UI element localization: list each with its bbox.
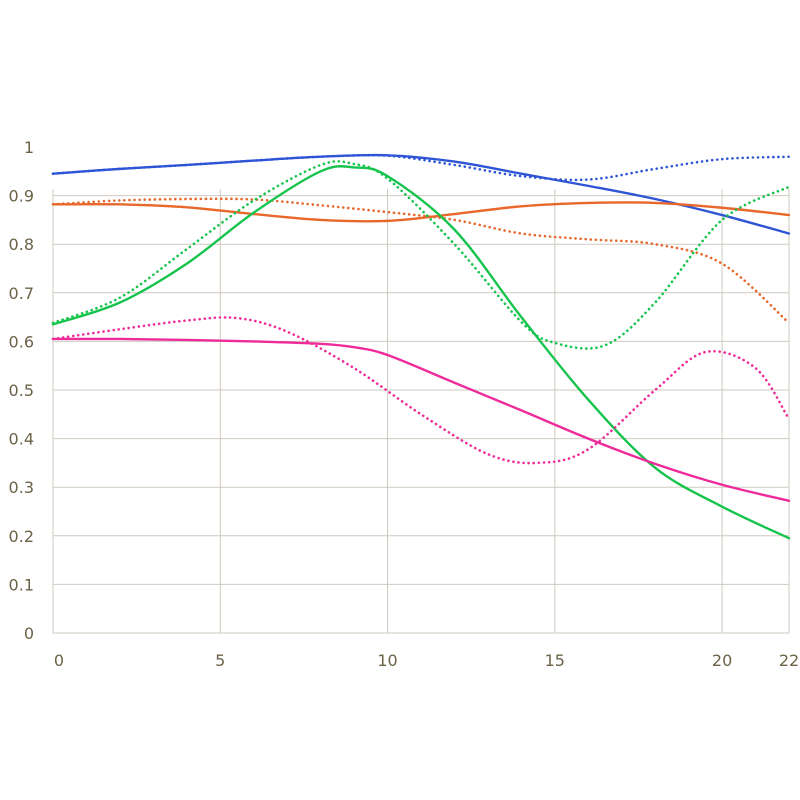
series-line-0-solid xyxy=(51,153,791,235)
x-tick-label: 15 xyxy=(545,651,565,670)
series-line-4-solid xyxy=(51,165,791,540)
y-tick-label: 0.9 xyxy=(9,187,34,206)
series-line-3-dotted xyxy=(51,197,791,325)
x-tick-label: 5 xyxy=(215,651,225,670)
x-tick-label: 0 xyxy=(54,651,64,670)
grid xyxy=(52,189,790,634)
series-line-2-solid xyxy=(51,201,791,223)
y-tick-label: 0.3 xyxy=(9,478,34,497)
y-tick-label: 0.5 xyxy=(9,381,34,400)
y-axis-ticks: 0 0.1 0.2 0.3 0.4 0.5 0.6 0.7 0.8 0.9 1 xyxy=(9,138,34,643)
x-axis-ticks: 0 5 10 15 20 22 xyxy=(54,651,799,670)
y-tick-label: 0.8 xyxy=(9,235,34,254)
y-tick-label: 0.2 xyxy=(9,527,34,546)
x-tick-label: 10 xyxy=(377,651,397,670)
series-line-6-solid xyxy=(51,337,791,503)
series-lines xyxy=(51,153,791,540)
x-tick-label: 20 xyxy=(712,651,732,670)
y-tick-label: 0 xyxy=(24,624,34,643)
y-tick-label: 1 xyxy=(24,138,34,157)
series-line-1-dotted xyxy=(51,153,791,182)
y-tick-label: 0.6 xyxy=(9,332,34,351)
y-tick-label: 0.7 xyxy=(9,284,34,303)
y-tick-label: 0.4 xyxy=(9,430,34,449)
y-tick-label: 0.1 xyxy=(9,575,34,594)
series-line-5-dotted xyxy=(51,160,791,350)
x-tick-label: 22 xyxy=(779,651,799,670)
